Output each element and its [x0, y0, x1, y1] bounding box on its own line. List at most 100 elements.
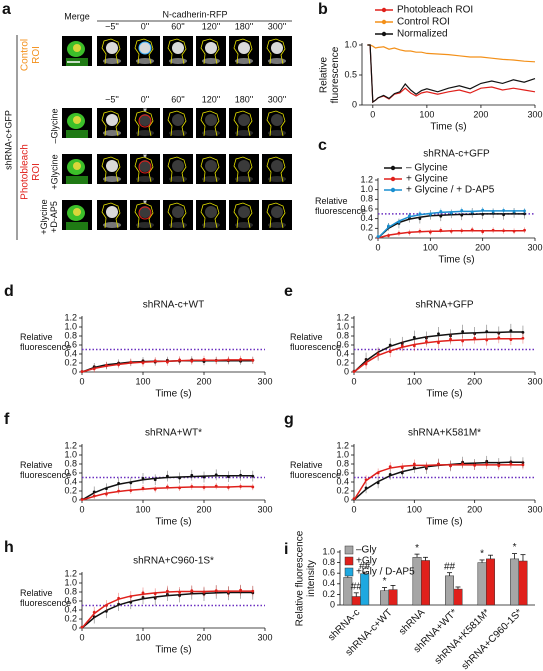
panel-label: h	[4, 539, 14, 556]
y-tick-label: 0.4	[322, 578, 335, 588]
roi-outline	[167, 38, 187, 65]
chart-title: shRNA+GFP	[415, 300, 473, 311]
roi-outline	[200, 156, 220, 183]
x-tick-label: 0	[79, 504, 84, 514]
cell-blob	[271, 160, 283, 172]
category-label: shRNA+C960-1S*	[460, 607, 525, 671]
chart-title: shRNA+C960-1S*	[133, 556, 214, 567]
category-label: shRNA	[397, 607, 427, 637]
cell-blob	[202, 130, 220, 136]
cell-blob	[103, 58, 121, 64]
y-tick-label: 0.2	[64, 485, 77, 495]
y-tick-label: 0	[368, 232, 373, 242]
time-label: −5''	[105, 94, 119, 104]
y-tick-label: 0.4	[336, 348, 349, 358]
cell-blob	[66, 130, 88, 138]
cell-blob	[73, 44, 81, 52]
cell-blob	[136, 58, 154, 64]
x-tick-label: 0	[79, 632, 84, 642]
bar	[510, 558, 519, 606]
fit-curve	[81, 590, 253, 629]
panel-label: a	[2, 1, 11, 18]
fit-curve	[353, 464, 523, 501]
roi-circle	[138, 206, 152, 220]
cell-blob	[106, 160, 118, 172]
x-tick-label: 300	[257, 632, 272, 642]
roi-outline	[233, 156, 253, 183]
panel-label: e	[284, 283, 293, 300]
legend-label: + Glycine / + D-AP5	[406, 185, 495, 196]
category-label: shRNA+K581M*	[433, 607, 493, 667]
bar	[388, 589, 398, 606]
data-point	[437, 332, 440, 336]
time-label: 180''	[235, 21, 254, 31]
y-tick-label: 0	[352, 99, 357, 109]
fit-curve	[377, 230, 525, 239]
y-tick-label: 1.2	[360, 174, 373, 184]
roi-outline	[233, 110, 253, 137]
y-tick-label: 0.6	[64, 339, 77, 349]
roi-outline	[266, 202, 286, 229]
bar	[421, 560, 430, 606]
cell-blob	[106, 114, 118, 126]
significance-label: *	[383, 576, 387, 587]
bar	[380, 590, 389, 606]
cell-blob	[271, 206, 283, 218]
y-tick-label: 1.0	[64, 577, 77, 587]
cell-blob	[202, 222, 220, 228]
significance-label: ##	[444, 561, 456, 572]
y-tick-label: 1.2	[336, 312, 349, 322]
x-axis-label: Time (s)	[426, 389, 462, 400]
y-tick-label: 1.0	[322, 546, 335, 556]
y-tick-label: 1.2	[336, 440, 349, 450]
bleach-marker: *	[143, 198, 148, 210]
y-tick-label: 0.4	[64, 604, 77, 614]
cell-blob	[268, 222, 286, 228]
time-label: 60''	[171, 94, 185, 104]
cell-blob	[139, 114, 151, 126]
x-tick-label: 200	[467, 504, 482, 514]
legend-swatch	[344, 567, 354, 577]
y-tick-label: 0.6	[64, 467, 77, 477]
roi-outline	[101, 202, 121, 229]
cell-blob	[136, 176, 154, 182]
x-tick-label: 0	[79, 376, 84, 386]
bar	[453, 588, 463, 606]
y-tick-label: 0	[344, 494, 349, 504]
y-tick-label: 0.8	[64, 586, 77, 596]
bar	[486, 558, 495, 606]
panel-label: i	[284, 541, 288, 558]
bar	[412, 557, 422, 606]
cell-blob	[238, 114, 250, 126]
x-tick-label: 0	[351, 504, 356, 514]
roi-outline	[167, 156, 187, 183]
y-tick-label: 1.0	[344, 39, 357, 49]
x-tick-label: 200	[196, 504, 211, 514]
roi-outline	[134, 202, 154, 229]
legend-swatch	[381, 19, 387, 25]
x-tick-label: 100	[407, 504, 422, 514]
cell-blob	[169, 176, 187, 182]
roi-circle	[138, 114, 152, 128]
roi-outline	[200, 38, 220, 65]
y-tick-label: 1.2	[64, 440, 77, 450]
x-tick-label: 100	[419, 109, 434, 119]
x-tick-label: 200	[196, 376, 211, 386]
roi-outline	[266, 110, 286, 137]
legend-swatch	[390, 176, 396, 182]
roi-outline	[167, 202, 187, 229]
cell-blob	[66, 176, 88, 184]
cell-blob	[66, 222, 88, 230]
cell-blob	[103, 176, 121, 182]
cell-blob	[169, 130, 187, 136]
bleach-marker: *	[143, 152, 148, 164]
time-label: 300''	[268, 94, 287, 104]
x-tick-label: 300	[527, 109, 542, 119]
y-tick-label: 0.6	[322, 568, 335, 578]
cell-blob	[136, 130, 154, 136]
